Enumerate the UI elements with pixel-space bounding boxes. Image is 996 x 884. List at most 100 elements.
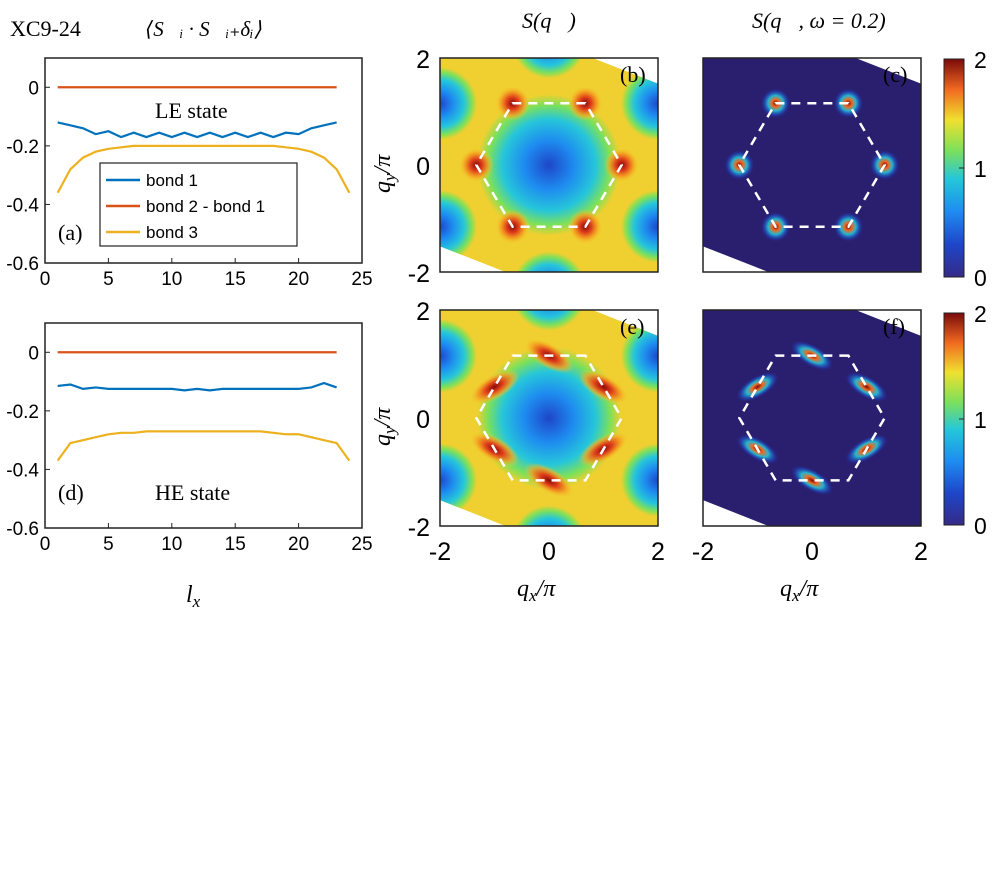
heatmap-c: (c) bbox=[702, 57, 922, 273]
sq-title: S(q⃗) bbox=[522, 8, 576, 33]
legend-entry: bond 1 bbox=[146, 171, 198, 190]
series-3-line bbox=[56, 430, 351, 462]
system-label: XC9-24 bbox=[10, 16, 81, 41]
heatmap-f: (f) -2 0 2 qx/π bbox=[692, 309, 928, 605]
y-tick-label: -2 bbox=[408, 514, 430, 542]
axes-box bbox=[439, 309, 659, 527]
map-image bbox=[440, 58, 658, 272]
map-valley bbox=[511, 251, 587, 272]
state-label: HE state bbox=[155, 480, 230, 505]
axes-box bbox=[702, 309, 922, 527]
axes-box bbox=[44, 322, 363, 529]
y-tick-label: -0.6 bbox=[6, 254, 39, 275]
map-bg bbox=[703, 310, 921, 526]
colorbar-top: 0 1 2 bbox=[943, 47, 987, 291]
x-tick-label: 25 bbox=[351, 534, 372, 555]
y-tick-label: 2 bbox=[416, 46, 430, 74]
panel-tag: (d) bbox=[58, 480, 84, 505]
y-tick-label: -0.2 bbox=[6, 137, 39, 158]
axes-box bbox=[439, 57, 659, 273]
brillouin-zone bbox=[737, 354, 887, 482]
x-tick-label: 5 bbox=[103, 534, 114, 555]
peak bbox=[844, 371, 889, 403]
heatmap-b: (b) 2 0 -2 qy/π bbox=[370, 46, 659, 288]
x-tick-label: 25 bbox=[351, 269, 372, 290]
peak bbox=[790, 465, 834, 496]
map-valley bbox=[620, 190, 658, 263]
panel-tag: (b) bbox=[620, 62, 646, 87]
state-label: LE state bbox=[155, 98, 228, 123]
x-tick-label: 20 bbox=[288, 269, 309, 290]
x-tick-label: 0 bbox=[805, 538, 819, 566]
y-tick-label: -0.4 bbox=[6, 195, 39, 216]
x-tick-label: 2 bbox=[651, 538, 665, 566]
colorbar-tick-label: 0 bbox=[974, 513, 987, 539]
x-tick-label: 15 bbox=[225, 269, 246, 290]
colorbar-tick-label: 1 bbox=[974, 407, 987, 433]
axes-box bbox=[702, 57, 922, 273]
line-plot-d: 0 5 10 15 20 25 0 -0.2 -0.4 -0.6 (d) HE state bbox=[6, 322, 373, 555]
map-valley bbox=[511, 310, 587, 331]
xlabel-qx: qx/π bbox=[517, 576, 556, 605]
colorbar-tick-label: 1 bbox=[974, 156, 987, 182]
x-tick-label: 2 bbox=[914, 538, 928, 566]
ylabel-qy: qy/π bbox=[370, 154, 399, 193]
bond-corr-label: ⟨S⃗ᵢ · S⃗ᵢ₊δᵢ⟩ bbox=[145, 17, 262, 41]
sqw-title: S(q⃗, ω = 0.2) bbox=[752, 8, 886, 33]
y-tick-label: -0.2 bbox=[6, 402, 39, 423]
x-tick-label: 15 bbox=[225, 534, 246, 555]
colorbar-tick-label: 2 bbox=[974, 301, 987, 327]
x-tick-label: 20 bbox=[288, 534, 309, 555]
line-plot-a: 0 5 10 15 20 25 0 -0.2 -0.4 -0.6 (a) LE state bond 1… bbox=[6, 57, 373, 290]
y-tick-label: -0.6 bbox=[6, 519, 39, 540]
colorbar-tick-label: 0 bbox=[974, 265, 987, 291]
y-tick-label: 0 bbox=[28, 78, 39, 99]
brillouin-zone bbox=[474, 354, 624, 482]
brillouin-zone bbox=[474, 101, 624, 229]
xlabel-qx: qx/π bbox=[780, 576, 819, 605]
panel-tag: (f) bbox=[883, 314, 905, 339]
x-tick-label: 0 bbox=[40, 269, 51, 290]
map-center bbox=[477, 94, 621, 236]
y-tick-label: -0.4 bbox=[6, 460, 39, 481]
legend: bond 1 bond 2 - bond 1 bond 3 bbox=[99, 162, 298, 247]
legend-entry: bond 2 - bond 1 bbox=[146, 197, 265, 216]
series-1-line bbox=[57, 121, 337, 139]
peak bbox=[578, 369, 629, 405]
colorbar-bottom: 0 1 2 bbox=[943, 301, 987, 539]
x-tick-label: 5 bbox=[103, 269, 114, 290]
map-valley bbox=[511, 505, 587, 526]
legend-entry: bond 3 bbox=[146, 223, 198, 242]
map-image bbox=[703, 310, 921, 526]
xlabel-lx: lx bbox=[186, 582, 201, 611]
heatmap-e: (e) 2 0 -2 qy/π -2 0 2 qx/π bbox=[370, 298, 665, 605]
y-tick-label: 0 bbox=[416, 406, 430, 434]
map-valley bbox=[620, 67, 658, 140]
peak bbox=[735, 371, 780, 403]
map-valley bbox=[511, 58, 587, 79]
x-tick-label: 0 bbox=[542, 538, 556, 566]
series-3-line bbox=[56, 144, 351, 194]
peak bbox=[524, 462, 574, 498]
y-tick-label: 0 bbox=[28, 343, 39, 364]
x-tick-label: -2 bbox=[429, 538, 451, 566]
brillouin-zone bbox=[737, 101, 887, 229]
x-tick-label: 10 bbox=[161, 269, 182, 290]
map-valley bbox=[620, 443, 658, 517]
y-tick-label: -2 bbox=[408, 260, 430, 288]
y-tick-label: 2 bbox=[416, 298, 430, 326]
panel-tag: (a) bbox=[58, 220, 82, 245]
panel-tag: (c) bbox=[883, 62, 907, 87]
panel-tag: (e) bbox=[620, 314, 644, 339]
map-image bbox=[703, 58, 921, 272]
map-valley bbox=[620, 319, 658, 393]
x-tick-label: 0 bbox=[40, 534, 51, 555]
x-tick-label: -2 bbox=[692, 538, 714, 566]
map-image bbox=[440, 310, 658, 526]
peak bbox=[469, 369, 520, 405]
y-tick-label: 0 bbox=[416, 153, 430, 181]
x-tick-label: 10 bbox=[161, 534, 182, 555]
colorbar-tick-label: 2 bbox=[974, 47, 987, 73]
ylabel-qy: qy/π bbox=[370, 407, 399, 446]
